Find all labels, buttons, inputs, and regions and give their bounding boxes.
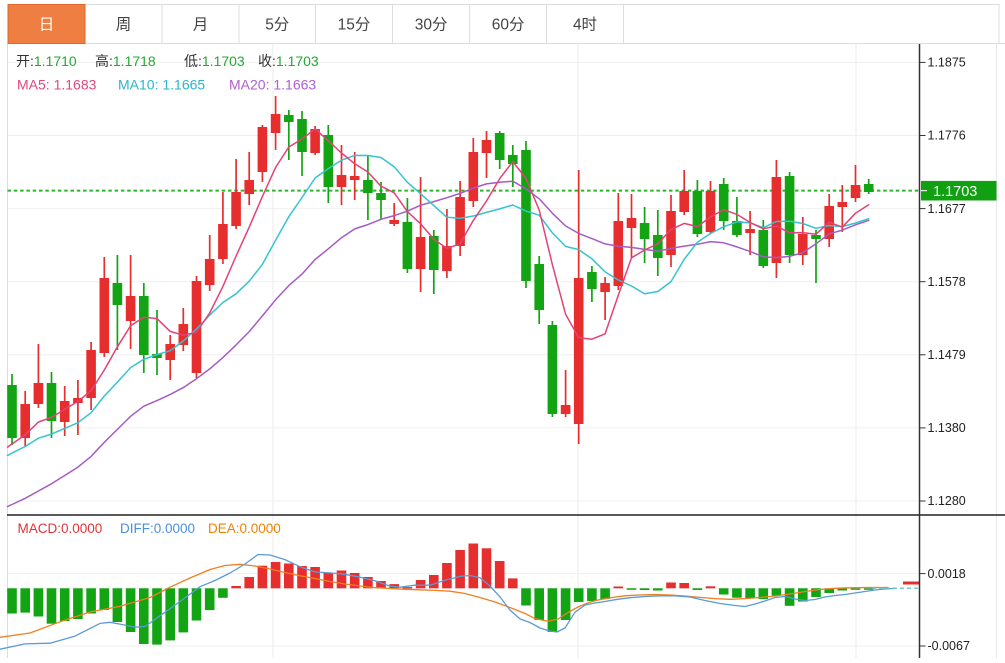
svg-text:1.1875: 1.1875 — [928, 56, 966, 70]
svg-text:15分: 15分 — [338, 16, 371, 34]
svg-text:1.1703: 1.1703 — [933, 184, 977, 200]
svg-text:1.1479: 1.1479 — [928, 348, 966, 362]
svg-text:1.1677: 1.1677 — [928, 202, 966, 216]
svg-text:30分: 30分 — [415, 16, 448, 34]
svg-text:周: 周 — [116, 17, 132, 34]
svg-text:5分: 5分 — [265, 16, 289, 34]
svg-text:1.1578: 1.1578 — [928, 275, 966, 289]
svg-text:月: 月 — [193, 17, 209, 34]
svg-text:1.1380: 1.1380 — [928, 421, 966, 435]
svg-text:0.0018: 0.0018 — [928, 567, 966, 581]
svg-text:1.1280: 1.1280 — [928, 494, 966, 508]
svg-text:4时: 4时 — [573, 16, 597, 34]
svg-text:-0.0067: -0.0067 — [928, 639, 970, 653]
svg-text:1.1776: 1.1776 — [928, 129, 966, 143]
svg-text:60分: 60分 — [492, 16, 525, 34]
svg-text:日: 日 — [39, 17, 55, 34]
